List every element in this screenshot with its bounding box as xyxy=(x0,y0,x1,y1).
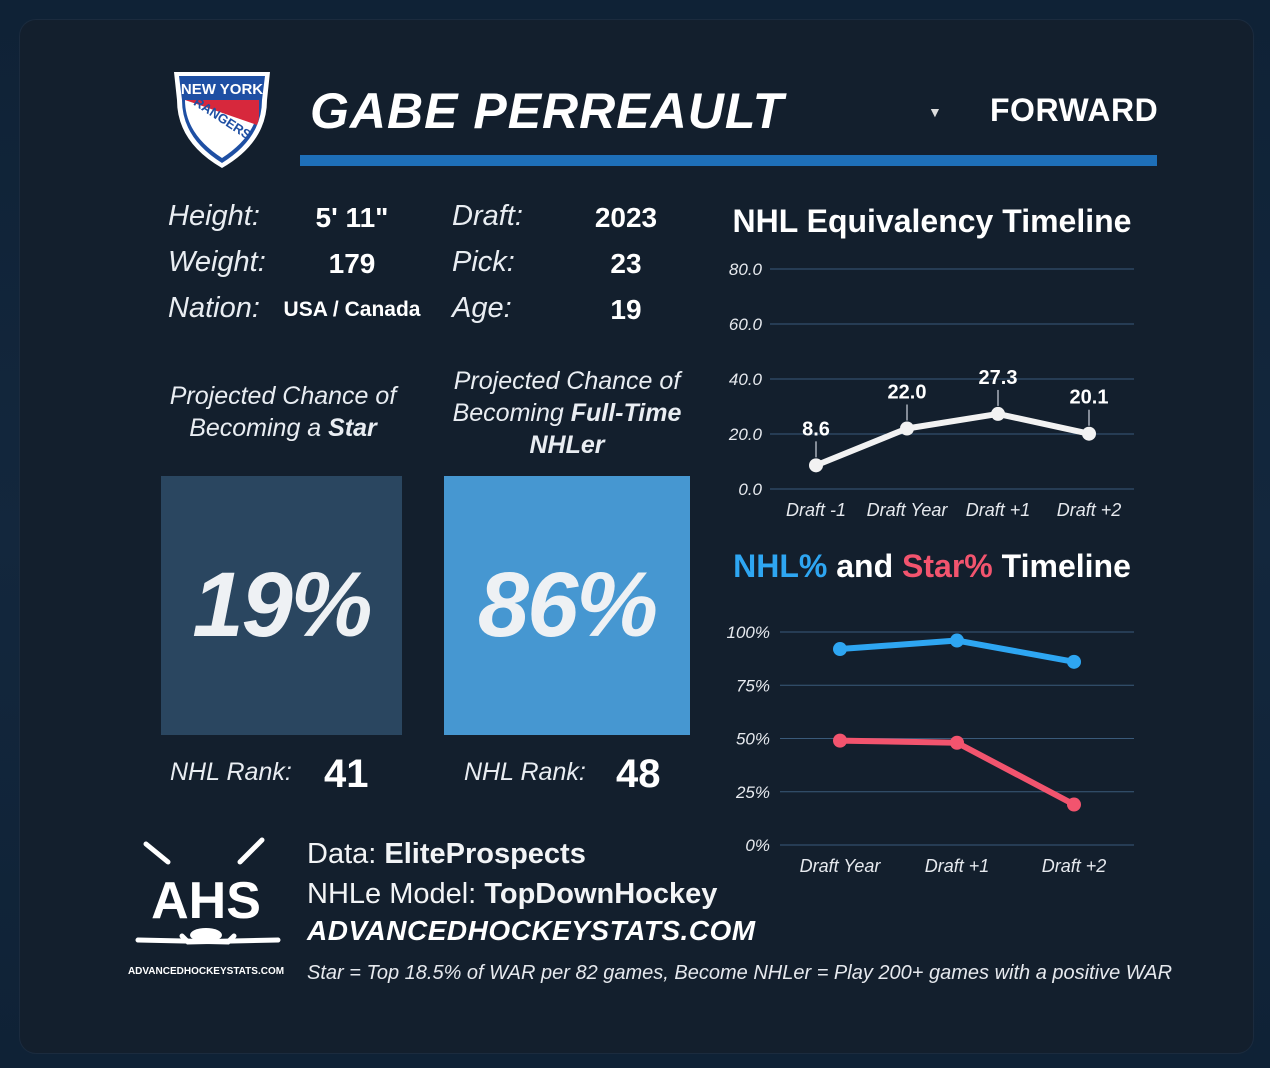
height-value: 5' 11" xyxy=(315,202,389,233)
star-rank-label: NHL Rank: xyxy=(170,758,292,786)
logo-text-top: NEW YORK xyxy=(181,81,263,98)
model-source: TopDownHockey xyxy=(484,878,718,910)
y-tick-label: 60.0 xyxy=(729,315,763,334)
definitions-note: Star = Top 18.5% of WAR per 82 games, Be… xyxy=(307,962,1173,984)
team-logo: NEW YORK RANGERS xyxy=(170,70,274,170)
y-tick-label: 0% xyxy=(745,836,770,855)
age-label: Age: xyxy=(452,292,512,324)
player-name: GABE PERREAULT xyxy=(310,83,785,139)
x-tick-label: Draft Year xyxy=(800,856,882,876)
data-label: 20.1 xyxy=(1070,387,1109,409)
data-point xyxy=(833,642,847,657)
y-tick-label: 80.0 xyxy=(729,260,763,279)
percent-title-and: and xyxy=(827,548,903,584)
data-point xyxy=(900,421,914,436)
data-point xyxy=(991,406,1005,421)
caret-down-icon[interactable]: ▼ xyxy=(928,104,942,120)
data-point xyxy=(1067,654,1081,669)
percent-title-nhl: NHL% xyxy=(733,548,828,584)
star-caption-bold: Star xyxy=(328,414,377,442)
star-caption-line2: Becoming a Star xyxy=(189,414,377,442)
nhler-probability: 86% xyxy=(477,554,658,656)
x-tick-label: Draft +2 xyxy=(1057,500,1122,520)
star-caption: Projected Chance of Becoming a Star xyxy=(160,380,406,444)
y-tick-label: 100% xyxy=(727,623,770,642)
data-label: 22.0 xyxy=(888,382,927,404)
series-line xyxy=(837,737,1077,808)
pick-value: 23 xyxy=(610,248,642,279)
ahs-logo-caption: ADVANCEDHOCKEYSTATS.COM xyxy=(128,966,284,977)
y-tick-label: 0.0 xyxy=(738,480,762,499)
website-link[interactable]: ADVANCEDHOCKEYSTATS.COM xyxy=(307,915,756,946)
data-source: EliteProspects xyxy=(384,838,586,870)
nation-value: USA / Canada xyxy=(283,298,421,321)
nhler-caption-line3: NHLer xyxy=(529,431,605,459)
star-probability: 19% xyxy=(192,554,372,656)
player-position: FORWARD xyxy=(990,92,1159,128)
header-divider xyxy=(300,155,1157,166)
nation-label: Nation: xyxy=(168,292,260,324)
star-rank-value: 41 xyxy=(324,752,369,796)
nhler-rank-value: 48 xyxy=(616,752,661,796)
x-tick-label: Draft Year xyxy=(867,500,949,520)
y-tick-label: 40.0 xyxy=(729,370,763,389)
rangers-shield-icon: NEW YORK RANGERS xyxy=(174,72,270,168)
nhle-chart-title: NHL Equivalency Timeline xyxy=(732,203,1132,239)
crossed-sticks-icon: AHS ADVANCEDHOCKEYSTATS.COM xyxy=(128,837,284,977)
draft-value: 2023 xyxy=(594,202,658,233)
nhler-caption-line2: Becoming Full-Time xyxy=(452,399,682,427)
weight-label: Weight: xyxy=(168,246,266,278)
data-label: 8.6 xyxy=(802,418,830,440)
x-tick-label: Draft +1 xyxy=(966,500,1031,520)
age-value: 19 xyxy=(610,294,642,325)
percent-title-star: Star% xyxy=(902,548,993,584)
series-line xyxy=(813,410,1092,469)
nhler-caption: Projected Chance of Becoming Full-Time N… xyxy=(444,365,690,461)
x-tick-label: Draft -1 xyxy=(786,500,846,520)
percent-chart-title: NHL% and Star% Timeline xyxy=(730,548,1134,585)
ahs-logo-text: AHS xyxy=(151,872,261,930)
x-tick-label: Draft +2 xyxy=(1042,856,1107,876)
data-label: 27.3 xyxy=(979,367,1018,389)
data-point xyxy=(833,733,847,748)
data-source-line: Data: EliteProspects xyxy=(307,838,586,870)
star-caption-line1: Projected Chance of xyxy=(169,382,397,410)
data-point xyxy=(1067,797,1081,812)
nhler-rank-label: NHL Rank: xyxy=(464,758,586,786)
percent-title-suffix: Timeline xyxy=(992,548,1131,584)
y-tick-label: 20.0 xyxy=(728,425,763,444)
y-tick-label: 75% xyxy=(736,676,770,695)
x-tick-label: Draft +1 xyxy=(925,856,990,876)
y-tick-label: 50% xyxy=(736,730,770,749)
height-label: Height: xyxy=(168,200,260,232)
data-point xyxy=(809,458,823,473)
data-point xyxy=(950,735,964,750)
nhle-timeline-chart: 0.0 20.0 40.0 60.0 80.0 Draft -1 Draft Year Dra… xyxy=(728,260,1134,520)
data-point xyxy=(950,633,964,648)
y-tick-label: 25% xyxy=(735,783,770,802)
data-point xyxy=(1082,426,1096,441)
nhler-caption-bold: Full-Time xyxy=(570,399,682,427)
ahs-logo: AHS ADVANCEDHOCKEYSTATS.COM xyxy=(128,832,288,982)
nhler-probability-box: 86% xyxy=(444,476,690,735)
weight-value: 179 xyxy=(328,248,376,279)
model-source-line: NHLe Model: TopDownHockey xyxy=(307,878,718,910)
draft-label: Draft: xyxy=(452,200,523,232)
pick-label: Pick: xyxy=(452,246,515,278)
star-probability-box: 19% xyxy=(161,476,402,735)
nhler-caption-line1: Projected Chance of xyxy=(453,367,681,395)
percent-timeline-chart: 0% 25% 50% 75% 100% Draft Year Draft +1 Draft +… xyxy=(727,623,1134,876)
